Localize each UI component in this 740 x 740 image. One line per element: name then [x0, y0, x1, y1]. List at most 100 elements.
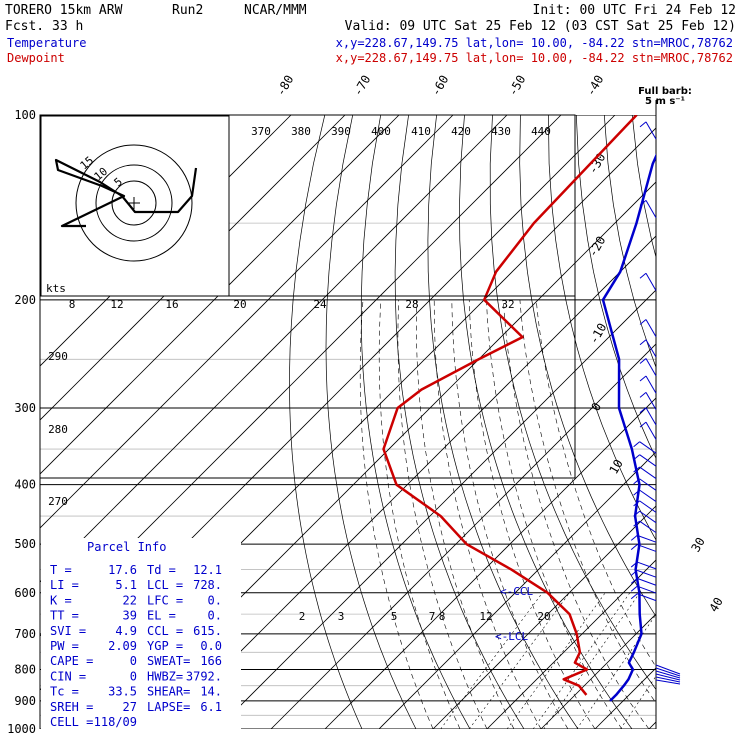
theta-label: 390	[331, 125, 351, 138]
mixing-ratio-line	[506, 592, 606, 729]
mixing-ratio-line	[469, 592, 570, 729]
parcel-row-label: LI =	[50, 578, 79, 592]
hodograph-speed-tick: 8	[69, 298, 76, 311]
mixing-ratio-line	[543, 592, 641, 729]
isotherm-label: -40	[583, 73, 606, 99]
wind-barb	[645, 375, 657, 394]
lcl-marker: <-LCL	[495, 630, 528, 643]
moist-adiabat	[359, 299, 434, 729]
parcel-row-value: 615.	[193, 624, 222, 638]
wind-barb	[639, 510, 657, 524]
valid-label: Valid: 09 UTC Sat 25 Feb 12 (03 CST Sat …	[345, 19, 736, 34]
theta-left-label: 280	[48, 423, 68, 436]
parcel-row-label: LCL =	[147, 578, 183, 592]
wind-barb-flag	[633, 520, 640, 527]
parcel-row-value: 27	[123, 700, 137, 714]
parcel-row-label: K =	[50, 593, 72, 607]
parcel-row-value: 0.	[208, 609, 222, 623]
dry-adiabat	[716, 115, 740, 729]
dry-adiabat	[519, 115, 656, 617]
theta-label: 380	[291, 125, 311, 138]
mixing-ratio-label: 2	[299, 610, 306, 623]
mixing-ratio-label: 8	[439, 610, 446, 623]
pressure-tick-label: 1000	[7, 722, 36, 736]
pressure-tick-label: 700	[14, 627, 36, 641]
wind-barb	[655, 664, 681, 675]
legend-temperature: Temperature	[7, 36, 86, 50]
init-label: Init: 00 UTC Fri 24 Feb 12	[533, 3, 737, 18]
wind-barb-flag	[633, 510, 640, 517]
dry-adiabat	[289, 115, 363, 729]
hodograph-speed-tick: 16	[165, 298, 178, 311]
isotherm-label: 0	[588, 400, 604, 413]
parcel-row-value: 0.0	[200, 639, 222, 653]
wind-barb-flag	[633, 478, 640, 485]
dry-adiabat	[325, 115, 417, 729]
hodograph-speed-tick: 24	[313, 298, 327, 311]
wind-barb	[637, 569, 657, 578]
wind-barb	[645, 392, 657, 410]
wind-barb-flag	[639, 358, 647, 364]
parcel-row-label: T =	[50, 563, 72, 577]
wind-barb	[637, 585, 657, 594]
parcel-row-label: CAPE =	[50, 654, 93, 668]
moist-adiabat	[486, 299, 623, 729]
parcel-row-label: LFC =	[147, 593, 183, 607]
parcel-row-value: 118/09	[94, 715, 137, 729]
parcel-row-value: 3792.	[186, 669, 222, 683]
parcel-info-title: Parcel Info	[87, 540, 166, 554]
dry-adiabat	[660, 115, 740, 729]
isotherm-label: -60	[428, 73, 451, 99]
wind-barb	[645, 273, 657, 291]
parcel-row-value: 5.1	[115, 578, 137, 592]
wind-barb-flag	[639, 421, 647, 428]
pressure-tick-label: 300	[14, 401, 36, 415]
wind-barb	[645, 121, 657, 140]
wind-barb	[637, 534, 657, 543]
isotherm-line	[162, 235, 656, 729]
hodograph-speed-tick: 12	[110, 298, 123, 311]
wind-barb	[639, 500, 657, 513]
dry-adiabat	[688, 115, 740, 729]
dry-adiabat	[548, 115, 656, 541]
dry-adiabat	[394, 115, 525, 729]
wind-barb-flag	[639, 375, 647, 382]
wind-barb	[637, 577, 657, 586]
fcst-value: 33 h	[52, 19, 83, 34]
isotherm-label: -70	[350, 73, 373, 99]
wind-barbs	[630, 121, 681, 685]
theta-label: 370	[251, 125, 271, 138]
dewpoint-line	[382, 115, 638, 696]
parcel-row-label: Tc =	[50, 685, 79, 699]
wind-barb-flag	[639, 391, 647, 398]
wind-barb	[655, 673, 681, 681]
hodograph-speed-tick: 20	[233, 298, 246, 311]
dry-adiabat	[427, 115, 579, 729]
profiles	[382, 115, 656, 702]
wind-barb	[655, 676, 681, 683]
parcel-row-label: PW =	[50, 639, 79, 653]
pressure-tick-label: 600	[14, 586, 36, 600]
model-title: TORERO 15km ARW	[5, 3, 123, 18]
isotherm-label: -80	[273, 73, 296, 99]
wind-barb	[637, 544, 657, 552]
mixing-ratio-line	[440, 592, 543, 729]
isotherm-line	[40, 115, 454, 529]
dry-adiabat	[459, 115, 633, 729]
isotherm-line	[40, 115, 508, 583]
pressure-tick-label: 900	[14, 694, 36, 708]
mixing-ratio-label: 7	[429, 610, 436, 623]
parcel-row-value: 12.1	[193, 563, 222, 577]
wind-barb	[639, 441, 657, 454]
hodograph-ring	[95, 164, 173, 242]
pressure-tick-label: 100	[14, 108, 36, 122]
parcel-row-label: TT =	[50, 609, 79, 623]
wind-barb-flag	[639, 319, 647, 325]
dry-adiabat	[631, 115, 656, 259]
wind-barb	[639, 454, 657, 467]
parcel-row-value: 728.	[193, 578, 222, 592]
wind-barb-flag	[630, 569, 638, 576]
parcel-row-label: SWEAT=	[147, 654, 190, 668]
parcel-row-value: 166	[200, 654, 222, 668]
